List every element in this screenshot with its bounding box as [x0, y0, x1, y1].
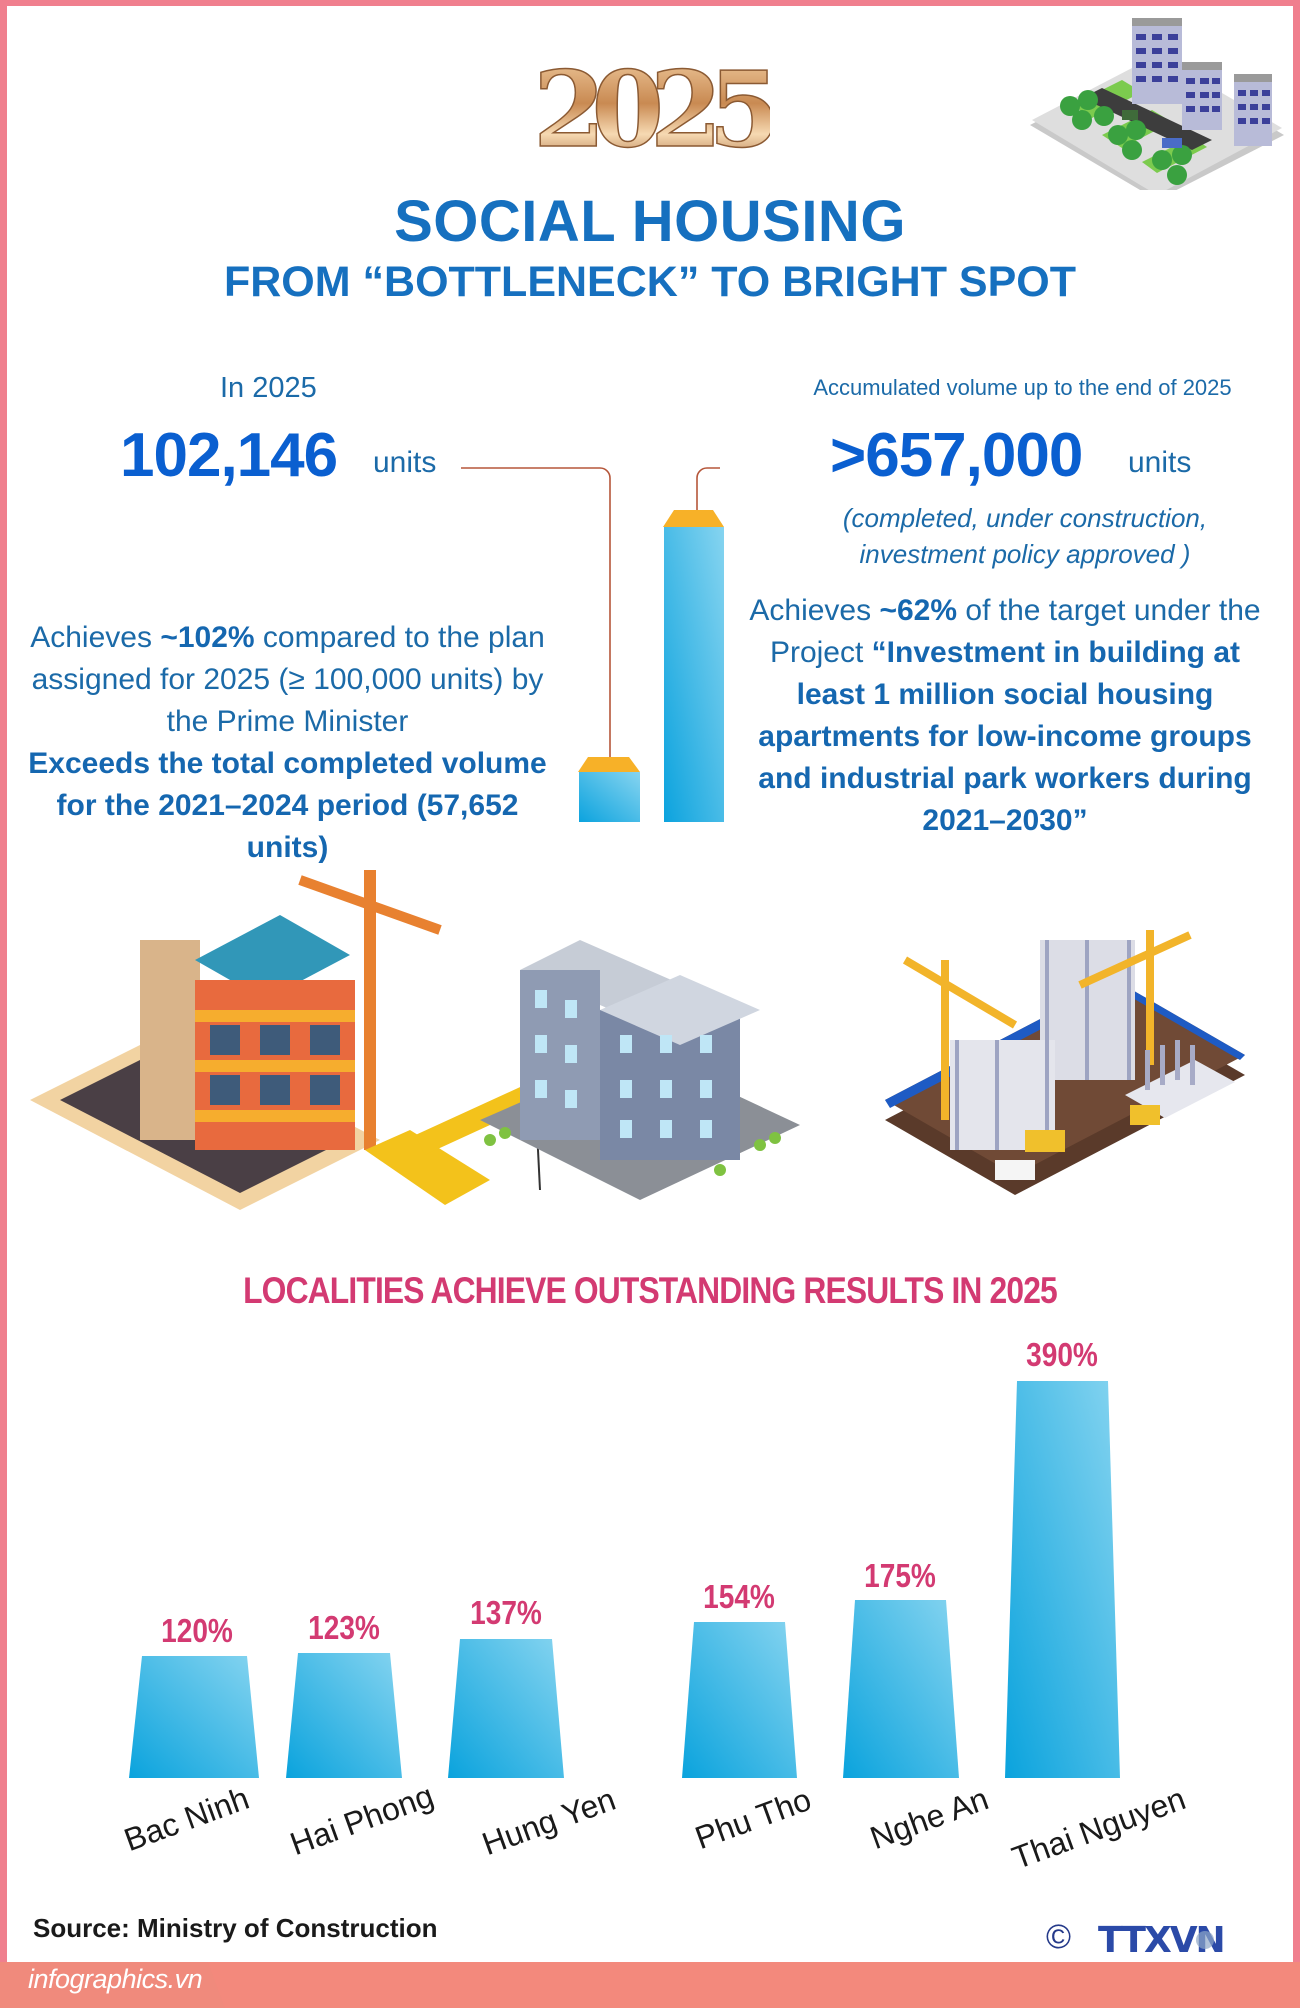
page-subtitle: FROM “BOTTLENECK” TO BRIGHT SPOT	[223, 258, 1077, 306]
right-stat-label: Accumulated volume up to the end of 2025	[813, 375, 1232, 400]
year-2025-badge: 2025	[533, 58, 770, 158]
copyright-icon: ©	[1046, 1918, 1072, 1956]
bar-phu-tho	[682, 1622, 797, 1778]
site-link[interactable]: infographics.vn	[28, 1964, 203, 1994]
localities-bar-chart	[129, 1381, 1120, 1778]
source-note: Source: Ministry of Construction	[33, 1913, 438, 1943]
value-label-hai-phong: 123%	[308, 1609, 380, 1646]
right-stat-note: (completed, under construction, investme…	[842, 503, 1208, 569]
value-label-bac-ninh: 120%	[161, 1612, 233, 1649]
page-title: SOCIAL HOUSING	[394, 189, 906, 254]
bar-nghe-an	[843, 1600, 959, 1778]
value-label-nghe-an: 175%	[864, 1557, 936, 1594]
value-label-thai-nguyen: 390%	[1026, 1336, 1098, 1373]
footer-tab-shape	[0, 1955, 1300, 2008]
svg-text:2025: 2025	[533, 58, 770, 158]
chart-title: LOCALITIES ACHIEVE OUTSTANDING RESULTS I…	[243, 1270, 1058, 1311]
right-stat-value: >657,000	[830, 421, 1083, 490]
city-block-illustration	[1030, 18, 1284, 190]
right-stat-description: Achieves ~62% of the target under the Pr…	[749, 594, 1261, 837]
bar-bac-ninh	[129, 1656, 259, 1778]
left-stat-unit: units	[373, 446, 437, 479]
left-stat-description: Achieves ~102% compared to the plan assi…	[28, 621, 547, 864]
bar-hai-phong	[286, 1653, 402, 1778]
construction-site-illustration	[885, 930, 1245, 1195]
right-stat-unit: units	[1128, 446, 1192, 479]
bar-thai-nguyen	[1005, 1381, 1120, 1778]
value-label-hung-yen: 137%	[470, 1594, 542, 1631]
construction-illustration	[30, 870, 800, 1210]
left-stat-value: 102,146	[120, 421, 338, 490]
value-label-phu-tho: 154%	[703, 1578, 775, 1615]
bar-hung-yen	[448, 1639, 564, 1778]
left-stat-label: In 2025	[220, 372, 317, 404]
